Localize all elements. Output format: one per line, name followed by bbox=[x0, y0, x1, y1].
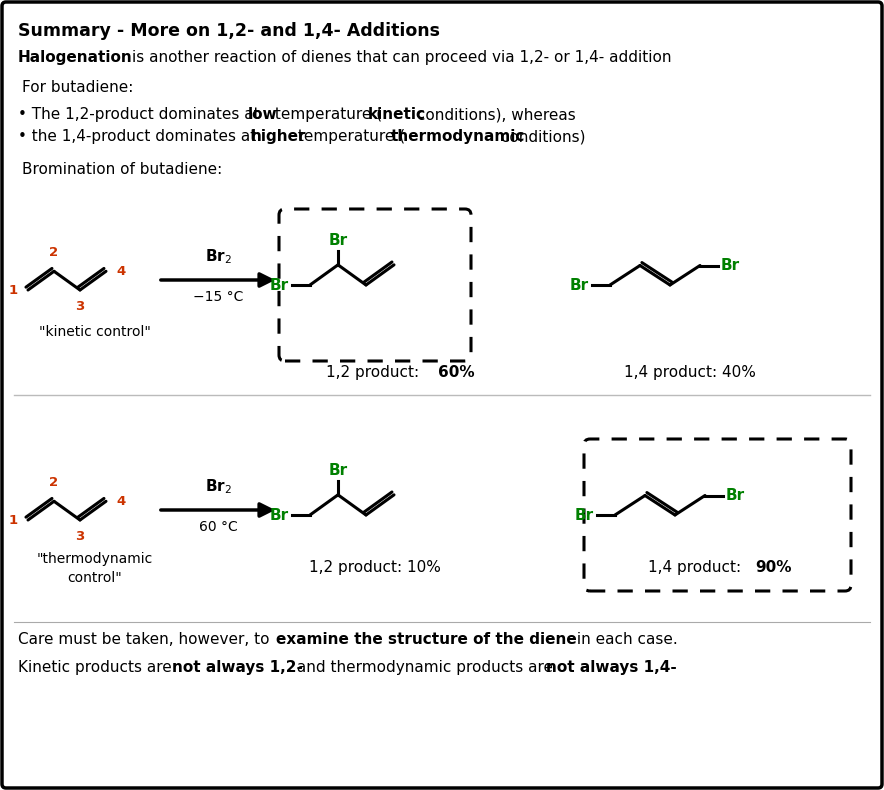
Text: Care must be taken, however, to: Care must be taken, however, to bbox=[18, 632, 274, 647]
Text: 3: 3 bbox=[75, 300, 85, 313]
Text: 3: 3 bbox=[75, 530, 85, 543]
Text: kinetic: kinetic bbox=[368, 107, 426, 122]
Text: • the 1,4-product dominates at: • the 1,4-product dominates at bbox=[18, 129, 261, 144]
Text: not always 1,2-: not always 1,2- bbox=[172, 660, 303, 675]
Text: 60 °C: 60 °C bbox=[199, 520, 238, 534]
Text: conditions), whereas: conditions), whereas bbox=[412, 107, 575, 122]
Text: and thermodynamic products are: and thermodynamic products are bbox=[292, 660, 558, 675]
Text: −15 °C: −15 °C bbox=[193, 290, 243, 304]
Text: 1: 1 bbox=[9, 284, 18, 296]
Text: 4: 4 bbox=[116, 265, 126, 278]
Text: thermodynamic: thermodynamic bbox=[391, 129, 525, 144]
Text: higher: higher bbox=[251, 129, 307, 144]
FancyBboxPatch shape bbox=[279, 209, 471, 361]
Text: Br: Br bbox=[270, 277, 289, 292]
Text: Br: Br bbox=[721, 258, 740, 273]
Text: low: low bbox=[248, 107, 278, 122]
Text: conditions): conditions) bbox=[496, 129, 585, 144]
Text: is another reaction of dienes that can proceed via 1,2- or 1,4- addition: is another reaction of dienes that can p… bbox=[132, 50, 672, 65]
Text: 1,2 product:: 1,2 product: bbox=[326, 365, 424, 380]
Text: • The 1,2-product dominates at: • The 1,2-product dominates at bbox=[18, 107, 264, 122]
Text: 1,4 product:: 1,4 product: bbox=[648, 560, 746, 575]
Text: temperature (: temperature ( bbox=[270, 107, 382, 122]
Text: examine the structure of the diene: examine the structure of the diene bbox=[276, 632, 576, 647]
Text: Br$_2$: Br$_2$ bbox=[204, 477, 232, 496]
Text: in each case.: in each case. bbox=[572, 632, 678, 647]
Text: "thermodynamic: "thermodynamic bbox=[37, 552, 153, 566]
Text: control": control" bbox=[67, 571, 122, 585]
Text: Br$_2$: Br$_2$ bbox=[204, 247, 232, 266]
Text: Kinetic products are: Kinetic products are bbox=[18, 660, 177, 675]
Text: temperature (: temperature ( bbox=[293, 129, 405, 144]
Text: Br: Br bbox=[570, 277, 589, 292]
Text: "kinetic control": "kinetic control" bbox=[39, 325, 151, 339]
Text: Bromination of butadiene:: Bromination of butadiene: bbox=[22, 162, 222, 177]
Text: Br: Br bbox=[726, 488, 745, 503]
Text: 90%: 90% bbox=[755, 560, 791, 575]
Text: Summary - More on 1,2- and 1,4- Additions: Summary - More on 1,2- and 1,4- Addition… bbox=[18, 22, 440, 40]
Text: 1,4 product: 40%: 1,4 product: 40% bbox=[624, 365, 756, 380]
Text: Br: Br bbox=[329, 233, 347, 248]
Text: Br: Br bbox=[329, 463, 347, 478]
Text: Br: Br bbox=[575, 507, 594, 522]
Text: 1,2 product: 10%: 1,2 product: 10% bbox=[309, 560, 441, 575]
Text: Halogenation: Halogenation bbox=[18, 50, 133, 65]
Text: not always 1,4-: not always 1,4- bbox=[546, 660, 677, 675]
Text: 1: 1 bbox=[9, 514, 18, 526]
FancyBboxPatch shape bbox=[584, 439, 851, 591]
Text: For butadiene:: For butadiene: bbox=[22, 80, 133, 95]
Text: 60%: 60% bbox=[438, 365, 475, 380]
Text: 4: 4 bbox=[116, 495, 126, 508]
Text: 2: 2 bbox=[50, 246, 58, 259]
Text: Br: Br bbox=[270, 507, 289, 522]
Text: 2: 2 bbox=[50, 476, 58, 489]
